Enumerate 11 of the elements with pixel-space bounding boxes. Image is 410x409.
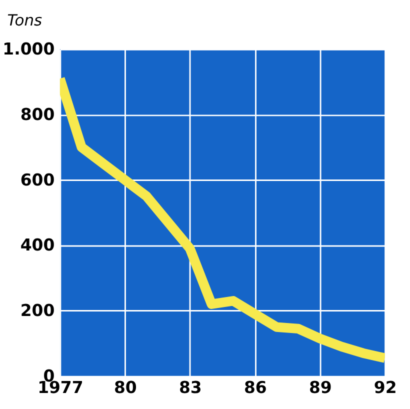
y-tick-label: 1.000 — [2, 40, 55, 59]
x-tick-label: 80 — [114, 378, 137, 397]
x-tick-label: 89 — [308, 378, 332, 397]
y-tick-label: 600 — [20, 170, 55, 190]
x-tick-label: 86 — [244, 378, 267, 397]
y-tick-label: 200 — [20, 301, 55, 320]
y-tick-label: 800 — [20, 104, 55, 124]
x-tick-label: 83 — [178, 378, 202, 397]
y-axis-title: Tons — [7, 12, 42, 30]
y-tick-label: 400 — [20, 236, 55, 255]
x-tick-label: 92 — [374, 378, 397, 397]
